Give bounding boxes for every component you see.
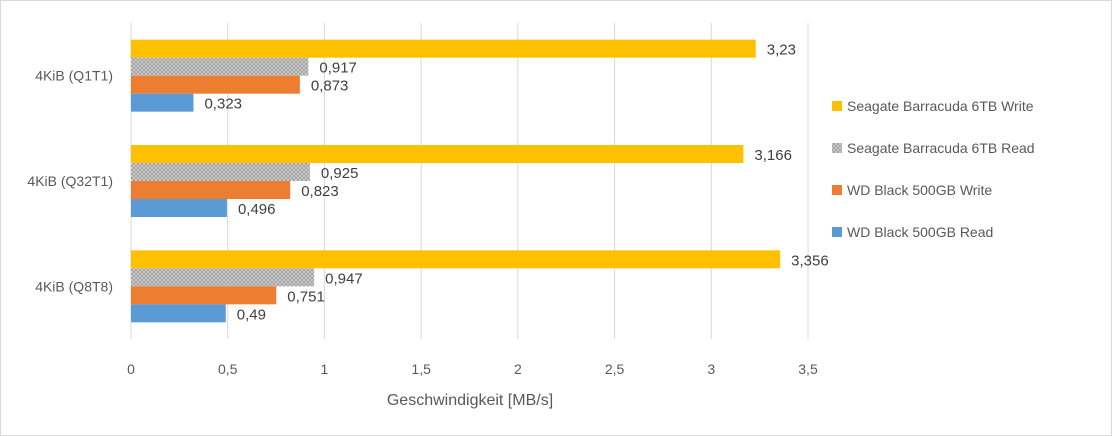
data-label: 3,23 bbox=[767, 42, 796, 59]
data-label: 0,925 bbox=[321, 165, 359, 182]
category-label: 4KiB (Q32T1) bbox=[27, 173, 113, 189]
x-tick-label: 2 bbox=[514, 361, 522, 377]
x-axis-title: Geschwindigkeit [MB/s] bbox=[387, 392, 553, 409]
data-label: 0,823 bbox=[301, 183, 339, 200]
legend-swatch bbox=[832, 101, 842, 111]
legend-entry: WD Black 500GB Read bbox=[847, 224, 993, 240]
data-label: 0,947 bbox=[325, 270, 363, 287]
bar bbox=[131, 163, 310, 181]
bar bbox=[131, 93, 194, 112]
x-tick-label: 0 bbox=[127, 361, 135, 377]
data-label: 0,496 bbox=[238, 201, 276, 218]
bar bbox=[131, 304, 226, 323]
data-label: 0,873 bbox=[311, 78, 349, 95]
bar bbox=[131, 181, 291, 199]
data-label: 0,49 bbox=[237, 306, 266, 323]
bar bbox=[131, 286, 277, 305]
legend-swatch bbox=[832, 185, 842, 195]
axis: 0 0,5 1 1,5 2 2,5 3 3,5 4KiB (Q1T1) 4KiB (Q32T1) 4… bbox=[27, 68, 818, 377]
x-tick-label: 3,5 bbox=[798, 361, 818, 377]
legend-swatch bbox=[832, 227, 842, 237]
category-label: 4KiB (Q1T1) bbox=[35, 68, 113, 84]
data-label: 0,323 bbox=[204, 96, 242, 113]
bar bbox=[131, 268, 315, 287]
x-tick-label: 1 bbox=[321, 361, 329, 377]
bar bbox=[131, 199, 227, 217]
x-tick-label: 3 bbox=[707, 361, 715, 377]
bar bbox=[131, 250, 781, 269]
legend-entry: Seagate Barracuda 6TB Write bbox=[847, 98, 1034, 114]
category-label: 4KiB (Q8T8) bbox=[35, 278, 113, 294]
legend-entry: WD Black 500GB Write bbox=[847, 182, 992, 198]
x-tick-label: 1,5 bbox=[411, 361, 431, 377]
legend: Seagate Barracuda 6TB Write Seagate Barra… bbox=[832, 98, 1035, 240]
bar bbox=[131, 145, 744, 163]
bar bbox=[131, 75, 300, 94]
x-tick-label: 0,5 bbox=[218, 361, 238, 377]
bar bbox=[131, 39, 756, 58]
data-label: 3,166 bbox=[754, 147, 792, 164]
bar bbox=[131, 57, 309, 76]
legend-swatch bbox=[832, 143, 842, 153]
x-tick-label: 2,5 bbox=[605, 361, 625, 377]
data-label: 0,751 bbox=[287, 288, 325, 305]
legend-entry: Seagate Barracuda 6TB Read bbox=[847, 140, 1035, 156]
data-label: 0,917 bbox=[319, 60, 357, 77]
data-label: 3,356 bbox=[791, 252, 829, 269]
